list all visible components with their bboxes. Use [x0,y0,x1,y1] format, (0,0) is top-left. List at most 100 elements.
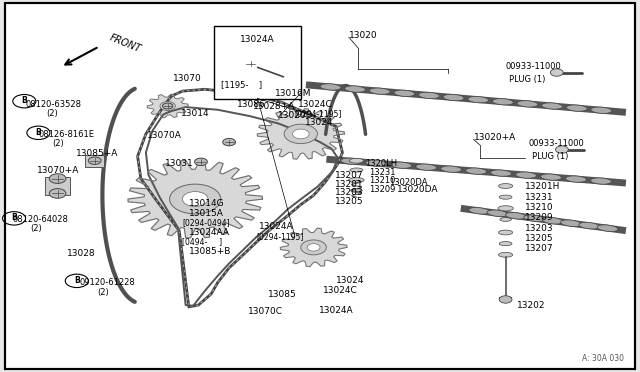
Circle shape [65,274,88,288]
Ellipse shape [466,168,486,174]
Text: 13024AA: 13024AA [189,228,230,237]
Text: 13024A: 13024A [319,306,353,315]
Text: 13210: 13210 [525,203,554,212]
Text: 09120-61228: 09120-61228 [80,278,136,287]
Text: 13205: 13205 [525,234,554,243]
Text: 13202: 13202 [517,301,546,310]
Ellipse shape [579,222,600,229]
Circle shape [170,184,221,214]
Ellipse shape [499,183,513,189]
Polygon shape [147,94,188,118]
Ellipse shape [468,208,490,214]
Circle shape [160,102,175,110]
Text: 13207: 13207 [525,244,554,253]
Text: FRONT: FRONT [108,33,142,55]
Text: 13031: 13031 [165,159,194,168]
Ellipse shape [499,242,512,246]
Circle shape [499,296,512,303]
Text: 13020+A: 13020+A [474,133,516,142]
Ellipse shape [468,96,489,103]
Ellipse shape [345,86,365,92]
Ellipse shape [541,174,561,180]
Text: 13024: 13024 [336,276,365,285]
Text: 13231: 13231 [525,193,554,202]
Text: [0294-0494]: [0294-0494] [182,218,230,227]
Circle shape [3,212,26,225]
Text: 13231: 13231 [369,168,395,177]
Circle shape [195,158,207,166]
Circle shape [13,94,36,108]
Ellipse shape [491,170,511,176]
Text: PLUG (1): PLUG (1) [509,76,546,84]
Text: 13020DA: 13020DA [389,178,428,187]
Text: 13205: 13205 [335,197,364,206]
Text: 13020D: 13020D [278,111,314,120]
Ellipse shape [541,103,563,109]
Circle shape [244,60,257,67]
Circle shape [163,103,173,109]
Circle shape [307,244,320,251]
Text: 13014: 13014 [181,109,210,118]
Bar [85,155,104,167]
Bar [45,177,70,195]
Text: 13207: 13207 [335,171,364,180]
Text: 13070+A: 13070+A [37,166,79,175]
Text: 13028: 13028 [67,249,96,258]
Ellipse shape [443,94,464,101]
Polygon shape [280,228,347,267]
Text: 13085: 13085 [268,290,296,299]
Ellipse shape [369,88,390,94]
Text: 00933-11000: 00933-11000 [529,139,584,148]
Text: PLUG (1): PLUG (1) [532,152,569,161]
Ellipse shape [350,168,363,172]
Text: 13024: 13024 [305,118,334,127]
Circle shape [49,189,66,198]
Text: 13209: 13209 [369,185,395,194]
Text: 13201: 13201 [335,180,364,189]
Text: B: B [12,214,17,222]
Text: 08120-64028: 08120-64028 [13,215,68,224]
Text: B: B [22,96,27,105]
Text: (2): (2) [52,140,64,148]
Ellipse shape [516,172,536,178]
Ellipse shape [394,90,415,96]
Text: (2): (2) [31,224,42,233]
Ellipse shape [349,178,364,183]
Circle shape [88,157,101,164]
Ellipse shape [591,178,611,184]
Polygon shape [128,160,262,238]
Circle shape [550,69,563,76]
Circle shape [164,104,172,108]
Ellipse shape [391,162,412,168]
Text: A: 30A 030: A: 30A 030 [582,354,624,363]
Circle shape [182,192,208,206]
Text: (2): (2) [46,109,58,118]
Text: (2): (2) [97,288,109,296]
Text: 13024A: 13024A [259,222,294,231]
Text: B: B [74,276,79,285]
Text: 13203: 13203 [335,188,364,197]
Text: 08120-63528: 08120-63528 [26,100,82,109]
Ellipse shape [499,252,513,257]
Ellipse shape [492,99,513,105]
Circle shape [49,174,66,183]
Text: 13028+A: 13028+A [253,102,295,110]
Text: 08126-8161E: 08126-8161E [38,130,95,139]
Ellipse shape [499,195,512,199]
Text: 13085+A: 13085+A [76,149,118,158]
Ellipse shape [561,220,581,227]
Text: 13016M: 13016M [275,89,312,97]
Ellipse shape [517,101,538,107]
Text: 13203: 13203 [525,224,554,232]
Text: 13020DA: 13020DA [397,185,438,194]
Bar [214,26,301,99]
Circle shape [301,240,326,255]
Ellipse shape [597,225,618,231]
Text: B: B [36,128,41,137]
Text: 13085+B: 13085+B [189,247,231,256]
Ellipse shape [320,84,341,90]
Circle shape [223,138,236,146]
Text: 13024C: 13024C [323,286,358,295]
Ellipse shape [351,189,362,192]
Ellipse shape [542,217,563,224]
